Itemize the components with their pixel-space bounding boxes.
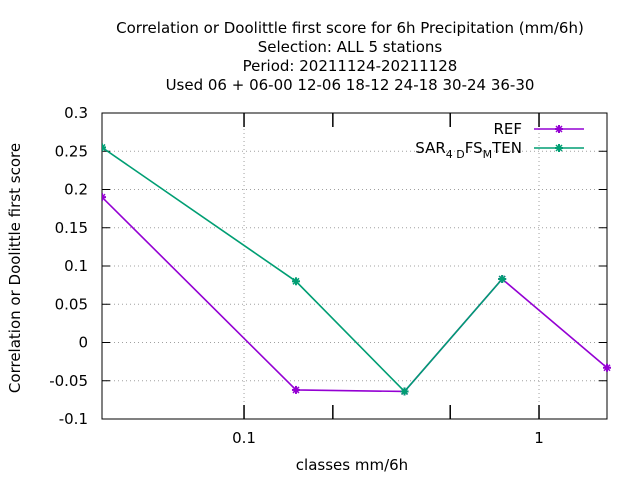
series-0 xyxy=(102,193,611,396)
legend-item: REF xyxy=(493,120,584,138)
data-point xyxy=(603,363,611,372)
legend-label-part: FS xyxy=(465,139,483,157)
axes: 0.3 0.25 0.2 0.15 0.1 0.05 0 -0.05 -0.1 0.1 1 xyxy=(49,104,608,447)
title-line: Used 06 + 06-00 12-06 18-12 24-18 30-24 … xyxy=(166,76,535,94)
x-tick-label: 0.1 xyxy=(232,429,256,447)
title-line: Correlation or Doolittle first score for… xyxy=(116,19,584,37)
x-axis-label: classes mm/6h xyxy=(296,456,408,474)
data-point xyxy=(291,277,300,286)
data-point xyxy=(555,144,563,152)
data-point xyxy=(102,143,106,152)
y-tick-label: 0.25 xyxy=(55,142,88,160)
y-tick-label: 0.05 xyxy=(55,295,88,313)
legend-label: SAR4 DFSMTEN xyxy=(415,139,522,161)
legend-item: SAR4 DFSMTEN xyxy=(415,139,584,161)
y-tick-label: 0 xyxy=(78,334,88,352)
chart-title: Correlation or Doolittle first score for… xyxy=(116,19,584,94)
data-point xyxy=(102,193,106,202)
legend-label-part: M xyxy=(483,148,493,161)
grid xyxy=(102,113,607,419)
legend-label-part: SAR xyxy=(415,139,445,157)
y-tick-label: -0.05 xyxy=(49,372,88,390)
y-tick-label: 0.2 xyxy=(64,181,88,199)
legend-label: REF xyxy=(493,120,522,138)
x-tick-label: 1 xyxy=(534,429,544,447)
series-layer xyxy=(102,143,611,396)
title-line: Selection: ALL 5 stations xyxy=(258,38,443,56)
series-line xyxy=(102,146,503,393)
series-1 xyxy=(102,143,507,396)
legend-label-part: 4 D xyxy=(446,148,465,161)
y-tick-label: 0.15 xyxy=(55,219,88,237)
title-line: Period: 20211124-20211128 xyxy=(243,57,458,75)
data-point xyxy=(555,125,563,133)
series-line xyxy=(102,196,608,393)
y-tick-label: 0.3 xyxy=(64,104,88,122)
data-point xyxy=(400,387,409,396)
legend-label-part: TEN xyxy=(491,139,522,157)
y-tick-label: 0.1 xyxy=(64,257,88,275)
y-axis-label: Correlation or Doolittle first score xyxy=(6,143,24,393)
data-point xyxy=(498,275,507,284)
y-tick-label: -0.1 xyxy=(59,410,88,428)
data-point xyxy=(291,385,300,394)
